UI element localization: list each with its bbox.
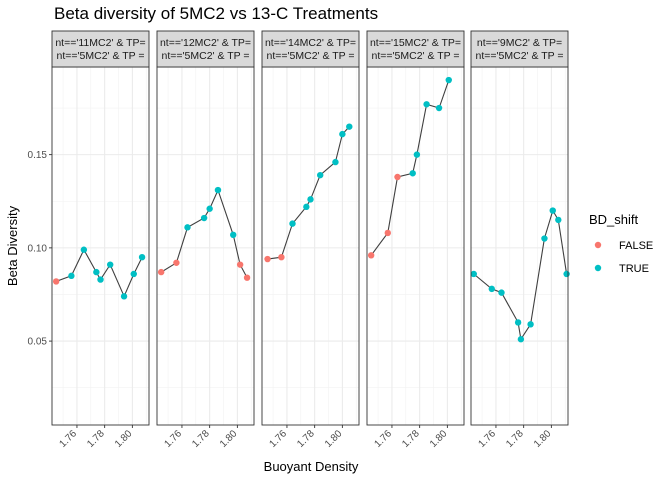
data-point [423, 101, 430, 108]
facet-strip-label: nt=='5MC2' & TP = [372, 50, 460, 62]
facet-strip-label: nt=='11MC2' & TP= [55, 37, 145, 49]
data-point [80, 246, 88, 253]
chart-title: Beta diversity of 5MC2 vs 13-C Treatment… [54, 4, 379, 23]
x-tick-label: 1.78 [400, 428, 422, 450]
legend-key [594, 241, 602, 249]
data-point [317, 171, 324, 179]
x-tick-label: 1.78 [85, 428, 107, 450]
data-point [214, 186, 222, 194]
data-point [367, 252, 375, 259]
panel-background [471, 67, 568, 425]
series-line [473, 209, 568, 341]
data-point [563, 270, 570, 278]
facet-strip-label: nt=='5MC2' & TP = [267, 50, 355, 62]
x-tick-label: 1.76 [163, 428, 185, 450]
data-point [138, 253, 146, 261]
facet-strip-label: nt=='9MC2' & TP= [477, 37, 562, 49]
facet-strip-label: nt=='12MC2' & TP= [160, 37, 251, 49]
data-point [394, 173, 401, 181]
panel-background [52, 67, 149, 425]
data-point [339, 130, 346, 138]
x-tick-label: 1.80 [113, 428, 135, 450]
y-axis-title: Beta Diversity [5, 205, 20, 286]
x-tick-label: 1.80 [218, 428, 240, 450]
data-point [97, 276, 104, 283]
data-point [346, 123, 353, 130]
data-point [157, 268, 165, 276]
x-tick-label: 1.76 [373, 428, 395, 450]
data-point [243, 274, 251, 281]
data-point [384, 229, 391, 237]
facet-strip [261, 30, 360, 68]
data-point [517, 336, 525, 343]
x-tick-label: 1.78 [295, 428, 317, 450]
y-tick-label: 0.05 [28, 337, 48, 348]
legend-title: BD_shift [589, 212, 639, 227]
data-point [236, 261, 244, 268]
data-point [184, 224, 191, 231]
data-point [173, 259, 180, 266]
data-point [307, 196, 314, 203]
data-point [488, 285, 495, 293]
panel-background [157, 67, 254, 425]
x-tick-label: 1.76 [268, 428, 290, 450]
data-point [445, 76, 452, 84]
data-point [206, 205, 213, 212]
facet-strip-label: nt=='15MC2' & TP= [370, 37, 461, 49]
x-tick-label: 1.78 [504, 428, 526, 450]
data-point [549, 207, 556, 214]
y-tick-label: 0.15 [28, 150, 48, 161]
x-tick-label: 1.80 [428, 428, 450, 450]
data-point [230, 231, 237, 239]
facet-strip [366, 30, 465, 68]
data-point [332, 158, 339, 166]
data-point [200, 214, 208, 222]
data-point [470, 270, 477, 278]
facet-strip [156, 30, 255, 68]
data-point [52, 278, 60, 285]
data-point [527, 321, 534, 328]
data-point [413, 151, 421, 158]
data-point [120, 293, 128, 300]
facet-strip-label: nt=='5MC2' & TP = [57, 50, 145, 62]
data-point [68, 272, 75, 280]
data-point [435, 104, 443, 112]
x-axis-title: Buoyant Density [264, 459, 359, 474]
facet-strip-label: nt=='14MC2' & TP= [265, 37, 356, 49]
facet-strip [51, 30, 150, 68]
data-point [264, 255, 271, 263]
x-tick-label: 1.80 [532, 428, 554, 450]
legend-label: FALSE [619, 240, 653, 252]
data-point [130, 270, 137, 278]
facet-strip-label: nt=='5MC2' & TP = [476, 50, 564, 62]
x-tick-label: 1.76 [58, 428, 80, 450]
panel-background [262, 67, 359, 425]
y-tick-label: 0.10 [28, 243, 48, 254]
panel-background [367, 67, 464, 425]
data-point [541, 235, 548, 242]
legend-label: TRUE [619, 263, 649, 275]
x-tick-label: 1.80 [323, 428, 345, 450]
data-point [93, 268, 100, 276]
data-point [555, 216, 562, 224]
legend-key [594, 264, 602, 272]
data-point [498, 289, 505, 296]
data-point [303, 203, 310, 211]
data-point [514, 319, 522, 326]
data-point [409, 170, 416, 177]
data-point [107, 261, 114, 268]
facet-strip-label: nt=='5MC2' & TP = [162, 50, 250, 62]
x-tick-label: 1.78 [190, 428, 212, 450]
data-point [278, 253, 285, 261]
facet-strip [470, 30, 569, 68]
x-tick-label: 1.76 [477, 428, 499, 450]
data-point [289, 220, 296, 227]
